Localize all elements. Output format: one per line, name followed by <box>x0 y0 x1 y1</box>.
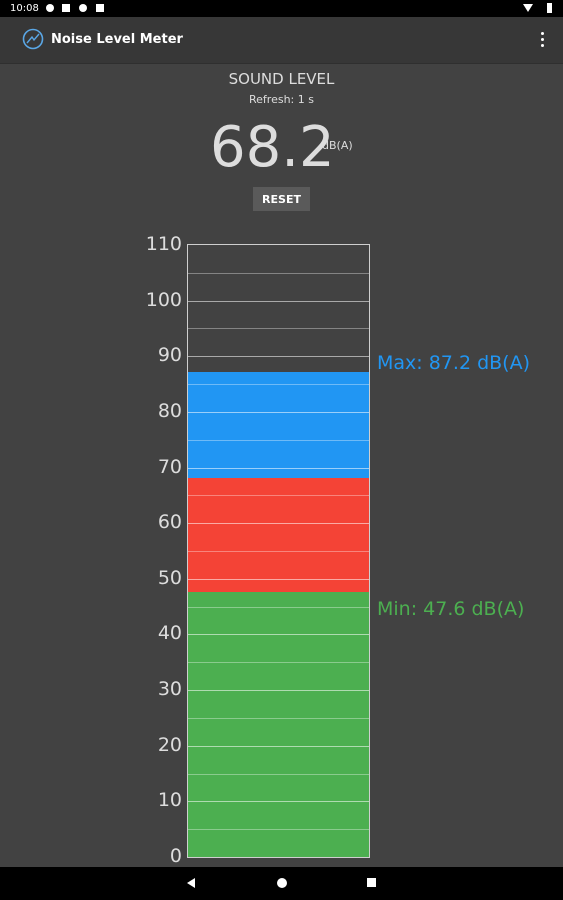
level-meter <box>187 244 370 858</box>
min-label: Min: 47.6 dB(A) <box>377 598 525 620</box>
meter-band-max <box>188 371 369 478</box>
settings-icon <box>46 4 54 12</box>
meter-tick-label: 0 <box>169 845 182 867</box>
status-bar: 10:08 <box>0 0 563 17</box>
meter-gridline <box>188 606 369 608</box>
notification-icon <box>62 4 70 12</box>
meter-tick-label: 60 <box>157 511 182 534</box>
meter-tick-label: 20 <box>157 733 182 756</box>
meter-gridline <box>188 467 369 469</box>
app-title: Noise Level Meter <box>51 32 183 47</box>
meter-tick-label: 40 <box>157 622 182 645</box>
meter-gridline <box>188 356 369 358</box>
sound-level-title: SOUND LEVEL <box>228 70 335 88</box>
meter-band-current <box>188 477 369 593</box>
meter-band-min <box>188 592 369 857</box>
status-time: 10:08 <box>10 3 39 14</box>
max-label: Max: 87.2 dB(A) <box>377 352 530 374</box>
meter-gridline <box>188 551 369 552</box>
meter-gridline <box>188 384 369 386</box>
home-icon[interactable] <box>277 878 287 888</box>
meter-tick-label: 30 <box>157 678 182 701</box>
meter-gridline <box>188 634 369 636</box>
notification-icon-2 <box>79 4 87 12</box>
recents-icon[interactable] <box>367 878 376 887</box>
meter-tick-label: 100 <box>145 288 182 311</box>
meter-gridline <box>188 411 369 413</box>
app-logo-icon <box>22 28 44 50</box>
meter-gridline <box>188 801 369 803</box>
meter-tick-label: 70 <box>157 455 182 478</box>
meter-gridline <box>188 272 369 274</box>
meter-tick-label: 110 <box>145 233 182 255</box>
meter-gridline <box>188 773 369 775</box>
sim-icon <box>96 4 104 12</box>
meter-gridline <box>188 439 369 441</box>
meter-tick-label: 80 <box>157 399 182 422</box>
sound-level-value: 68.2 <box>210 115 335 180</box>
meter-gridline <box>188 328 369 330</box>
wifi-icon <box>523 4 533 12</box>
back-icon[interactable] <box>187 878 195 888</box>
sound-level-unit: dB(A) <box>322 139 353 152</box>
meter-gridline <box>188 662 369 664</box>
overflow-menu-icon[interactable] <box>535 29 549 51</box>
meter-tick-label: 50 <box>157 566 182 589</box>
meter-gridline <box>188 578 369 580</box>
navigation-bar <box>0 867 563 900</box>
meter-gridline <box>188 523 369 525</box>
app-bar: Noise Level Meter <box>0 17 563 64</box>
meter-gridline <box>188 300 369 302</box>
refresh-interval: Refresh: 1 s <box>249 93 314 106</box>
meter-gridline <box>188 829 369 831</box>
meter-gridline <box>188 495 369 497</box>
meter-gridline <box>188 717 369 719</box>
battery-icon <box>547 3 552 13</box>
reset-button[interactable]: RESET <box>253 187 310 211</box>
meter-tick-label: 10 <box>157 789 182 812</box>
meter-tick-label: 90 <box>157 344 182 367</box>
meter-gridline <box>188 690 369 692</box>
meter-gridline <box>188 745 369 747</box>
